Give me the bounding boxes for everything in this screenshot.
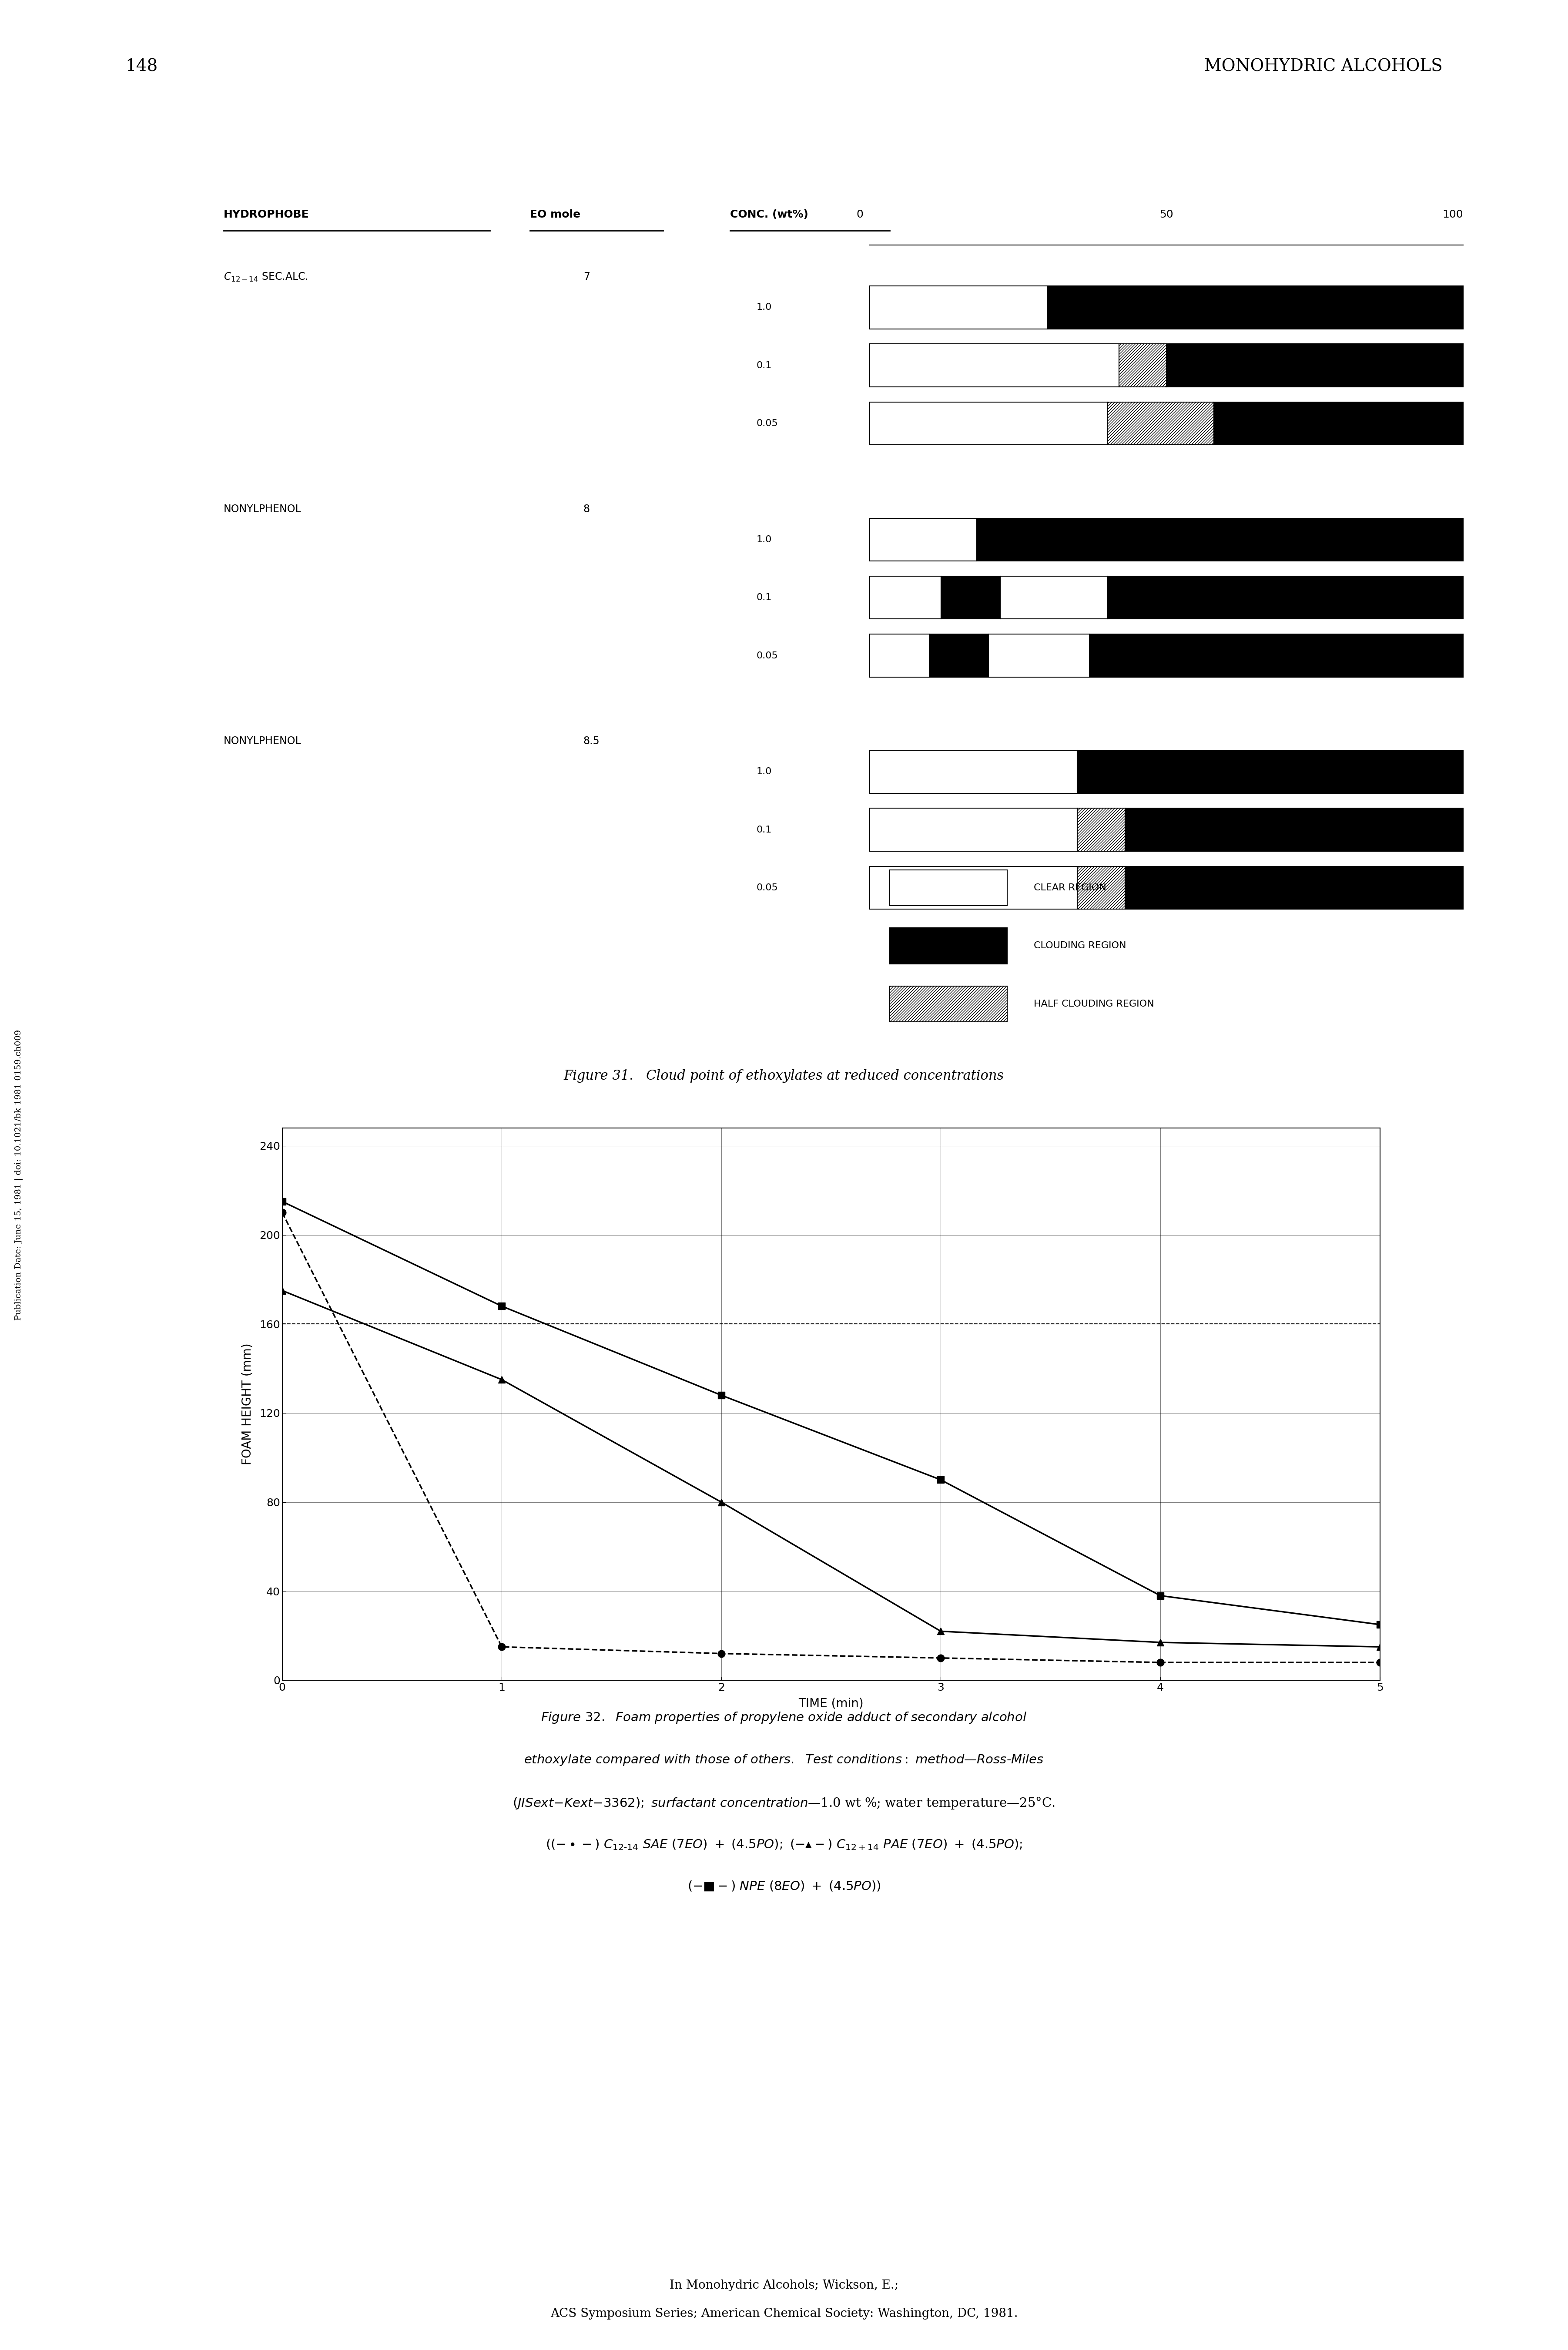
Text: CONC. (wt%): CONC. (wt%)	[729, 209, 808, 219]
Text: 0.1: 0.1	[757, 592, 771, 602]
Text: NONYLPHENOL: NONYLPHENOL	[224, 736, 301, 747]
Text: 100: 100	[1443, 209, 1463, 219]
Text: 0.1: 0.1	[757, 362, 771, 369]
FancyBboxPatch shape	[870, 808, 1077, 851]
Text: MONOHYDRIC ALCOHOLS: MONOHYDRIC ALCOHOLS	[1204, 59, 1443, 75]
Text: 8.5: 8.5	[583, 736, 599, 747]
Text: In Monohydric Alcohols; Wickson, E.;: In Monohydric Alcohols; Wickson, E.;	[670, 2280, 898, 2291]
FancyBboxPatch shape	[891, 928, 1007, 964]
FancyBboxPatch shape	[1090, 634, 1463, 677]
Text: 1.0: 1.0	[757, 303, 771, 313]
Text: 1.0: 1.0	[757, 536, 771, 543]
FancyBboxPatch shape	[1124, 867, 1463, 909]
FancyBboxPatch shape	[1120, 343, 1167, 388]
FancyBboxPatch shape	[1167, 343, 1463, 388]
Text: $C_{12-14}$ SEC.ALC.: $C_{12-14}$ SEC.ALC.	[224, 273, 307, 282]
FancyBboxPatch shape	[1124, 808, 1463, 851]
FancyBboxPatch shape	[1107, 576, 1463, 618]
FancyBboxPatch shape	[870, 343, 1120, 388]
FancyBboxPatch shape	[1077, 867, 1124, 909]
FancyBboxPatch shape	[1047, 287, 1463, 329]
FancyBboxPatch shape	[1107, 402, 1214, 444]
Text: CLOUDING REGION: CLOUDING REGION	[1033, 942, 1126, 949]
FancyBboxPatch shape	[891, 870, 1007, 905]
Text: 1.0: 1.0	[757, 768, 771, 776]
Text: ACS Symposium Series; American Chemical Society: Washington, DC, 1981.: ACS Symposium Series; American Chemical …	[550, 2308, 1018, 2319]
Text: 148: 148	[125, 59, 158, 75]
FancyBboxPatch shape	[870, 576, 941, 618]
FancyBboxPatch shape	[941, 576, 1000, 618]
Text: 0: 0	[856, 209, 862, 219]
Text: $(-\blacksquare-)\ NPE\ (8EO)\ +\ (4.5PO))$: $(-\blacksquare-)\ NPE\ (8EO)\ +\ (4.5PO…	[687, 1880, 881, 1892]
Text: EO mole: EO mole	[530, 209, 580, 219]
FancyBboxPatch shape	[1214, 402, 1463, 444]
FancyBboxPatch shape	[870, 287, 1047, 329]
Text: 0.05: 0.05	[757, 418, 778, 428]
Text: NONYLPHENOL: NONYLPHENOL	[224, 503, 301, 515]
FancyBboxPatch shape	[870, 750, 1077, 794]
FancyBboxPatch shape	[1077, 808, 1124, 851]
FancyBboxPatch shape	[988, 634, 1090, 677]
FancyBboxPatch shape	[1000, 576, 1107, 618]
FancyBboxPatch shape	[1077, 750, 1463, 794]
FancyBboxPatch shape	[977, 517, 1463, 562]
Text: $\mathit{ethoxylate\ compared\ with\ those\ of\ others.\ \ Test\ conditions:\ me: $\mathit{ethoxylate\ compared\ with\ tho…	[524, 1753, 1044, 1767]
Text: Figure 31.   Cloud point of ethoxylates at reduced concentrations: Figure 31. Cloud point of ethoxylates at…	[564, 1069, 1004, 1083]
Text: CLEAR REGION: CLEAR REGION	[1033, 884, 1107, 893]
Text: 0.1: 0.1	[757, 825, 771, 834]
X-axis label: TIME (min): TIME (min)	[798, 1697, 864, 1711]
Text: 8: 8	[583, 503, 590, 515]
FancyBboxPatch shape	[930, 634, 988, 677]
FancyBboxPatch shape	[870, 517, 977, 562]
FancyBboxPatch shape	[891, 987, 1007, 1022]
FancyBboxPatch shape	[870, 634, 930, 677]
Text: HYDROPHOBE: HYDROPHOBE	[224, 209, 309, 219]
Text: 7: 7	[583, 273, 590, 282]
FancyBboxPatch shape	[870, 402, 1107, 444]
FancyBboxPatch shape	[870, 867, 1077, 909]
Text: $\mathit{(JIS	ext{-}K	ext{-}3362);\ surfactant\ concentration}$—1.0 wt %; water : $\mathit{(JIS ext{-}K ext{-}3362);\ surf…	[513, 1795, 1055, 1810]
Text: Publication Date: June 15, 1981 | doi: 10.1021/bk-1981-0159.ch009: Publication Date: June 15, 1981 | doi: 1…	[14, 1029, 24, 1321]
Text: $\mathit{Figure\ 32.}$  $\mathit{Foam\ properties\ of\ propylene\ oxide\ adduct\: $\mathit{Figure\ 32.}$ $\mathit{Foam\ pr…	[541, 1711, 1027, 1725]
Text: HALF CLOUDING REGION: HALF CLOUDING REGION	[1033, 999, 1154, 1008]
Text: 50: 50	[1159, 209, 1173, 219]
Y-axis label: FOAM HEIGHT (mm): FOAM HEIGHT (mm)	[241, 1344, 254, 1464]
Text: 0.05: 0.05	[757, 884, 778, 893]
Text: $((-\bullet-)\ C_{12\text{-}14}\ SAE\ (7EO)\ +\ (4.5PO);\ (-\blacktriangle-)\ C_: $((-\bullet-)\ C_{12\text{-}14}\ SAE\ (7…	[546, 1838, 1022, 1852]
Text: 0.05: 0.05	[757, 651, 778, 660]
